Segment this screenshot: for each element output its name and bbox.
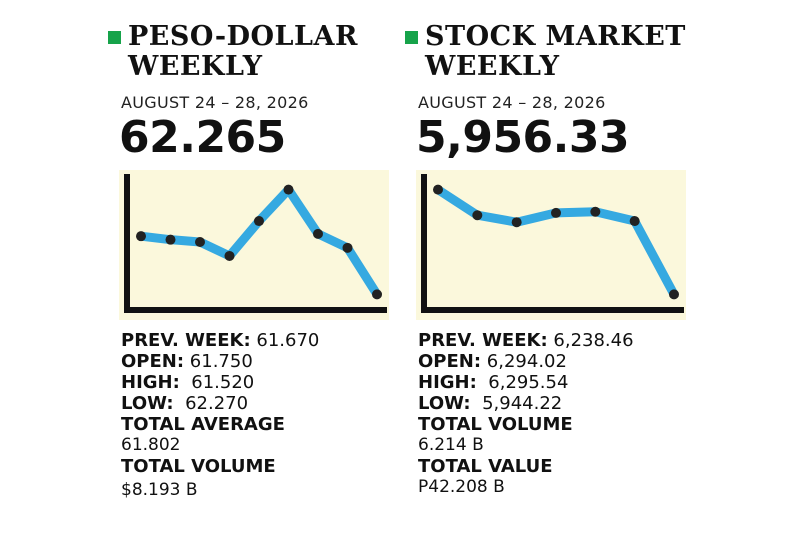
prev-week-value: 6,238.46 xyxy=(553,330,634,351)
title-line-1: PESO-DOLLAR xyxy=(128,21,358,52)
total-volume-label: TOTAL VOLUME xyxy=(418,414,573,435)
data-point-2 xyxy=(472,210,483,221)
peso-dollar-date: AUGUST 24 – 28, 2026 xyxy=(121,93,309,112)
total-average-value: 61.802 xyxy=(121,435,181,455)
low-row: LOW: 5,944.22 xyxy=(418,393,634,414)
data-point-7 xyxy=(669,289,679,300)
data-point-1 xyxy=(433,184,443,195)
stock-market-panel: STOCK MARKET WEEKLY AUGUST 24 – 28, 2026… xyxy=(405,0,705,533)
data-point-9 xyxy=(372,289,382,300)
low-label: LOW: xyxy=(418,393,471,414)
data-point-2 xyxy=(165,234,176,245)
peso-dollar-stats: PREV. WEEK: 61.670 OPEN: 61.750 HIGH: 61… xyxy=(121,330,319,501)
stock-market-line-chart xyxy=(416,170,686,320)
total-volume-value: 6.214 B xyxy=(418,435,484,455)
total-value-value: P42.208 B xyxy=(418,477,505,497)
low-label: LOW: xyxy=(121,393,174,414)
open-value: 6,294.02 xyxy=(486,351,567,372)
square-bullet-icon xyxy=(405,31,418,44)
high-value: 61.520 xyxy=(191,372,255,393)
total-volume-label: TOTAL VOLUME xyxy=(121,456,276,477)
data-point-3 xyxy=(511,217,522,228)
high-label: HIGH: xyxy=(418,372,477,393)
data-point-4 xyxy=(224,250,235,261)
low-row: LOW: 62.270 xyxy=(121,393,319,414)
data-point-5 xyxy=(254,216,264,227)
stock-market-date: AUGUST 24 – 28, 2026 xyxy=(418,93,606,112)
plot-background xyxy=(416,170,686,320)
title-line-1: STOCK MARKET xyxy=(425,21,686,52)
total-average-label: TOTAL AVERAGE xyxy=(121,414,285,435)
title-line-2: WEEKLY xyxy=(128,51,263,82)
stock-market-stats: PREV. WEEK: 6,238.46 OPEN: 6,294.02 HIGH… xyxy=(418,330,634,498)
prev-week-value: 61.670 xyxy=(256,330,320,351)
peso-dollar-close-value: 62.265 xyxy=(119,112,286,163)
open-row: OPEN: 6,294.02 xyxy=(418,351,634,372)
prev-week-row: PREV. WEEK: 6,238.46 xyxy=(418,330,634,351)
high-value: 6,295.54 xyxy=(488,372,569,393)
data-point-4 xyxy=(551,207,561,218)
data-point-6 xyxy=(629,216,640,227)
prev-week-row: PREV. WEEK: 61.670 xyxy=(121,330,319,351)
prev-week-label: PREV. WEEK: xyxy=(121,330,251,351)
open-label: OPEN: xyxy=(418,351,482,372)
open-value: 61.750 xyxy=(189,351,253,372)
data-point-1 xyxy=(136,231,146,242)
peso-dollar-panel: PESO-DOLLAR WEEKLY AUGUST 24 – 28, 2026 … xyxy=(108,0,408,533)
total-volume-value: $8.193 B xyxy=(121,480,198,500)
peso-dollar-title-row: PESO-DOLLAR WEEKLY xyxy=(108,22,358,82)
high-row: HIGH: 6,295.54 xyxy=(418,372,634,393)
low-value: 62.270 xyxy=(185,393,249,414)
data-point-3 xyxy=(195,237,205,247)
data-point-5 xyxy=(590,206,601,217)
high-row: HIGH: 61.520 xyxy=(121,372,319,393)
open-label: OPEN: xyxy=(121,351,185,372)
stock-market-title-row: STOCK MARKET WEEKLY xyxy=(405,22,686,82)
stock-market-close-value: 5,956.33 xyxy=(416,112,630,163)
low-value: 5,944.22 xyxy=(482,393,563,414)
data-point-8 xyxy=(342,242,353,253)
high-label: HIGH: xyxy=(121,372,180,393)
total-value-label: TOTAL VALUE xyxy=(418,456,553,477)
square-bullet-icon xyxy=(108,31,121,44)
data-point-6 xyxy=(283,184,294,195)
peso-dollar-title: PESO-DOLLAR WEEKLY xyxy=(128,22,358,82)
stock-market-title: STOCK MARKET WEEKLY xyxy=(425,22,686,82)
prev-week-label: PREV. WEEK: xyxy=(418,330,548,351)
peso-dollar-line-chart xyxy=(119,170,389,320)
title-line-2: WEEKLY xyxy=(425,51,560,82)
data-point-7 xyxy=(313,228,323,239)
open-row: OPEN: 61.750 xyxy=(121,351,319,372)
